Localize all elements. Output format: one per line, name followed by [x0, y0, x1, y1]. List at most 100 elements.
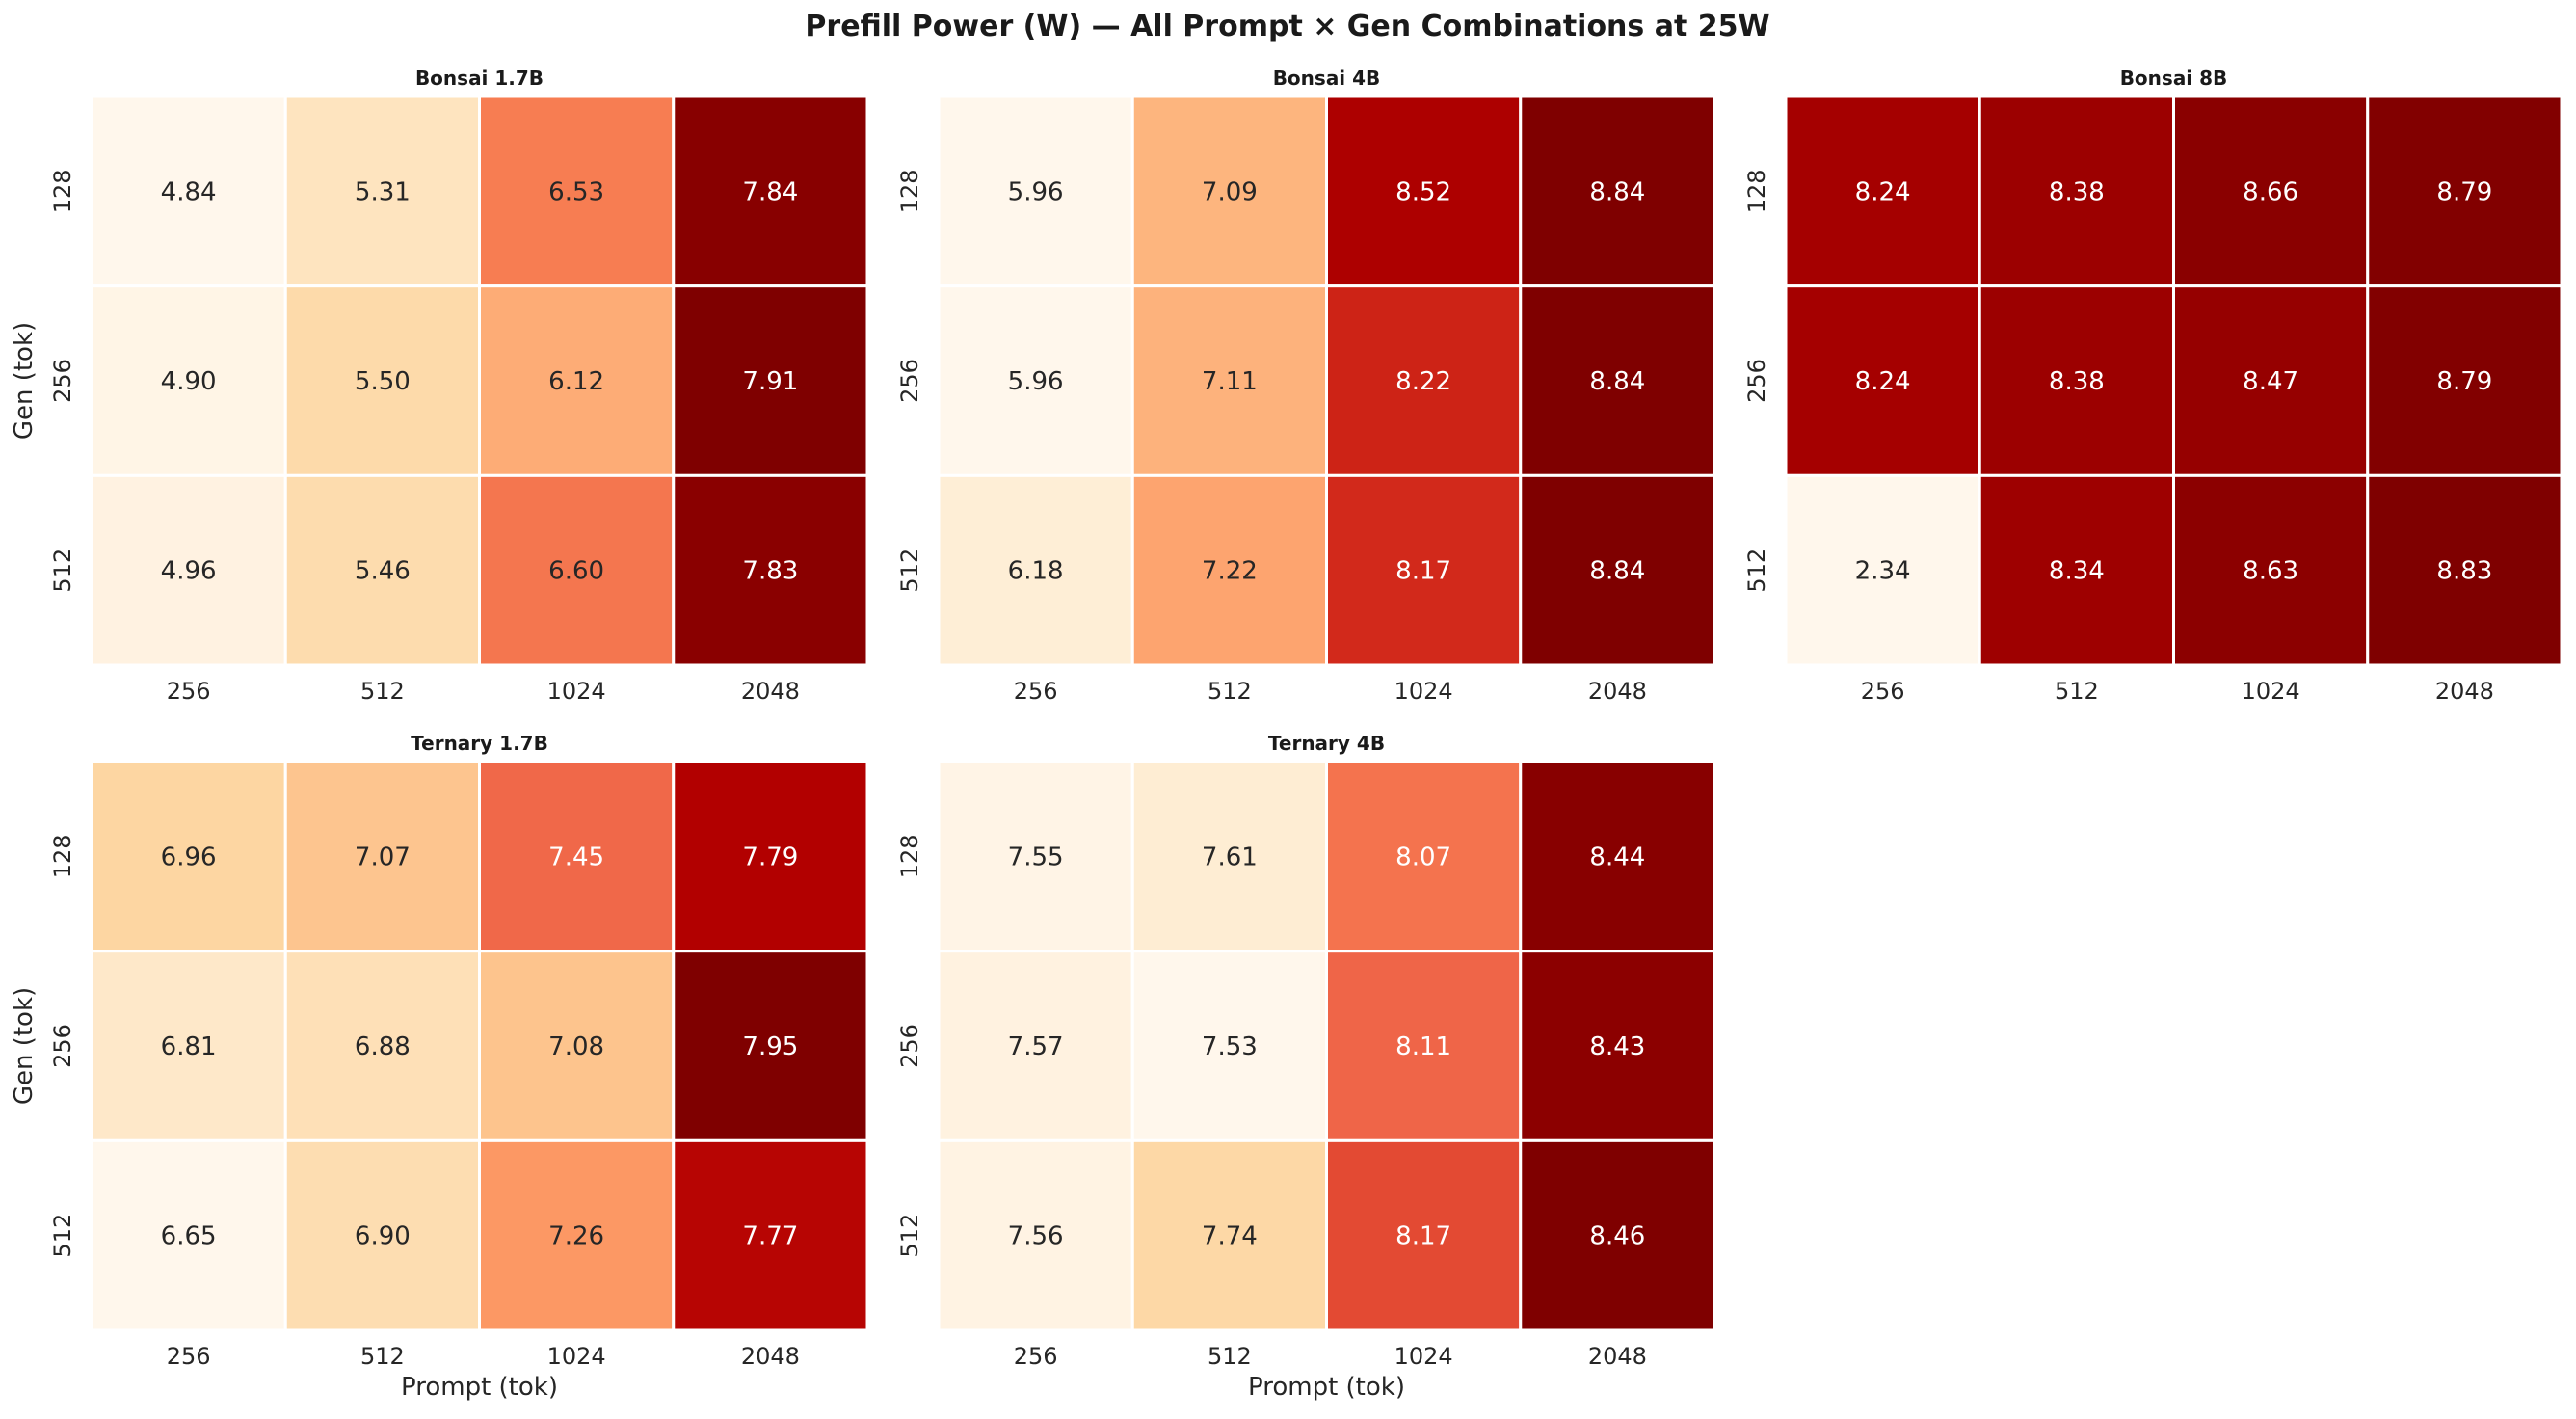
y-tick-label: 128	[896, 169, 923, 213]
heatmap-cell	[937, 1138, 1134, 1332]
y-tick-label: 256	[896, 359, 923, 403]
heatmap-cell	[2172, 284, 2370, 477]
cell-value-label: 7.77	[742, 1222, 798, 1251]
cell-value-label: 5.96	[1008, 367, 1064, 396]
heatmap-cell	[283, 284, 481, 477]
cell-value-label: 4.96	[161, 557, 217, 586]
cell-value-label: 7.53	[1202, 1032, 1258, 1061]
cell-value-label: 6.18	[1008, 557, 1064, 586]
x-tick-label: 512	[2055, 678, 2099, 705]
heatmap-cell	[1784, 94, 1981, 288]
x-tick-label: 256	[1014, 678, 1058, 705]
cell-value-label: 7.07	[355, 843, 411, 871]
cell-value-label: 7.84	[742, 177, 798, 206]
cell-value-label: 8.38	[2049, 177, 2105, 206]
y-tick-label: 128	[896, 834, 923, 878]
heatmap-cell	[1130, 760, 1328, 953]
heatmap-cell	[1519, 950, 1716, 1142]
heatmap-panel-1: Bonsai 1.7B 4.84 5.31 6.53 7.84 4.90 5.50 6.12 7…	[10, 67, 869, 705]
figure-title: Prefill Power (W) — All Prompt × Gen Com…	[805, 10, 1769, 43]
y-tick-label: 512	[896, 1214, 923, 1258]
heatmap-cell	[1784, 284, 1981, 477]
cell-value-label: 8.52	[1395, 177, 1451, 206]
heatmap-cell	[672, 1138, 869, 1332]
x-tick-label: 1024	[547, 1343, 606, 1370]
heatmap-cell	[283, 473, 481, 667]
cell-value-label: 6.60	[548, 557, 604, 586]
heatmap-cell	[672, 950, 869, 1142]
y-tick-label: 256	[896, 1024, 923, 1068]
heatmap-cell	[1325, 1138, 1523, 1332]
cell-value-label: 5.96	[1008, 177, 1064, 206]
x-tick-label: 2048	[1588, 678, 1647, 705]
heatmap-panel-2: Bonsai 4B 5.96 7.09 8.52 8.84 5.96 7.11 8.22 8.8…	[896, 67, 1716, 705]
cell-value-label: 7.83	[742, 557, 798, 586]
cell-value-label: 8.22	[1395, 367, 1451, 396]
cell-value-label: 8.07	[1395, 843, 1451, 871]
cell-value-label: 7.11	[1202, 367, 1258, 396]
heatmap-cell	[1130, 473, 1328, 667]
heatmap-cell	[478, 1138, 676, 1332]
cell-value-label: 8.38	[2049, 367, 2105, 396]
y-tick-label: 128	[49, 169, 76, 213]
cell-value-label: 8.84	[1589, 177, 1645, 206]
heatmap-cell	[1325, 473, 1523, 667]
cell-value-label: 6.88	[355, 1032, 411, 1061]
cell-value-label: 6.90	[355, 1222, 411, 1251]
cell-value-label: 7.56	[1008, 1222, 1064, 1251]
heatmap-cell	[1130, 284, 1328, 477]
x-tick-label: 2048	[741, 678, 800, 705]
heatmap-cell	[283, 94, 481, 288]
y-tick-label: 256	[49, 359, 76, 403]
cell-value-label: 6.53	[548, 177, 604, 206]
heatmap-cell	[937, 284, 1134, 477]
x-tick-label: 512	[360, 1343, 405, 1370]
heatmap-cell	[2366, 94, 2563, 288]
cell-value-label: 8.84	[1589, 367, 1645, 396]
cell-value-label: 8.17	[1395, 557, 1451, 586]
heatmap-cell	[283, 950, 481, 1142]
heatmap-cell	[1130, 950, 1328, 1142]
heatmap-cell	[2366, 473, 2563, 667]
heatmap-cell	[283, 1138, 481, 1332]
heatmap-cell	[478, 94, 676, 288]
heatmap-cell	[937, 760, 1134, 953]
heatmap-cell	[1519, 760, 1716, 953]
cell-value-label: 6.96	[161, 843, 217, 871]
cell-value-label: 7.79	[742, 843, 798, 871]
heatmap-cell	[90, 1138, 287, 1332]
heatmap-cell	[672, 473, 869, 667]
cell-value-label: 8.63	[2243, 557, 2298, 586]
heatmap-cell	[2172, 473, 2370, 667]
panel-title: Ternary 4B	[1268, 732, 1385, 755]
cell-value-label: 8.66	[2243, 177, 2298, 206]
y-tick-label: 128	[49, 834, 76, 878]
heatmap-cell	[1325, 760, 1523, 953]
cell-value-label: 8.83	[2436, 557, 2492, 586]
heatmap-cell	[283, 760, 481, 953]
cell-value-label: 6.12	[548, 367, 604, 396]
panel-title: Bonsai 4B	[1273, 67, 1381, 90]
heatmap-cell	[1130, 1138, 1328, 1332]
heatmap-cell	[937, 950, 1134, 1142]
x-tick-label: 1024	[1394, 678, 1453, 705]
heatmap-cell	[1519, 94, 1716, 288]
cell-value-label: 8.34	[2049, 557, 2105, 586]
panel-title: Bonsai 1.7B	[415, 67, 544, 90]
heatmap-cell	[937, 473, 1134, 667]
x-tick-label: 256	[1861, 678, 1905, 705]
heatmap-cell	[1519, 473, 1716, 667]
cell-value-label: 7.57	[1008, 1032, 1064, 1061]
cell-value-label: 8.11	[1395, 1032, 1451, 1061]
y-axis-label: Gen (tok)	[10, 322, 39, 440]
y-tick-label: 256	[1743, 359, 1770, 403]
heatmap-cell	[90, 760, 287, 953]
cell-value-label: 6.81	[161, 1032, 217, 1061]
heatmap-cell	[1978, 473, 2175, 667]
x-tick-label: 2048	[2435, 678, 2494, 705]
heatmap-cell	[90, 94, 287, 288]
cell-value-label: 8.44	[1589, 843, 1645, 871]
cell-value-label: 8.24	[1855, 367, 1911, 396]
cell-value-label: 8.46	[1589, 1222, 1645, 1251]
heatmap-panel-3: Bonsai 8B 8.24 8.38 8.66 8.79 8.24 8.38 8.47 8.7…	[1743, 67, 2563, 705]
